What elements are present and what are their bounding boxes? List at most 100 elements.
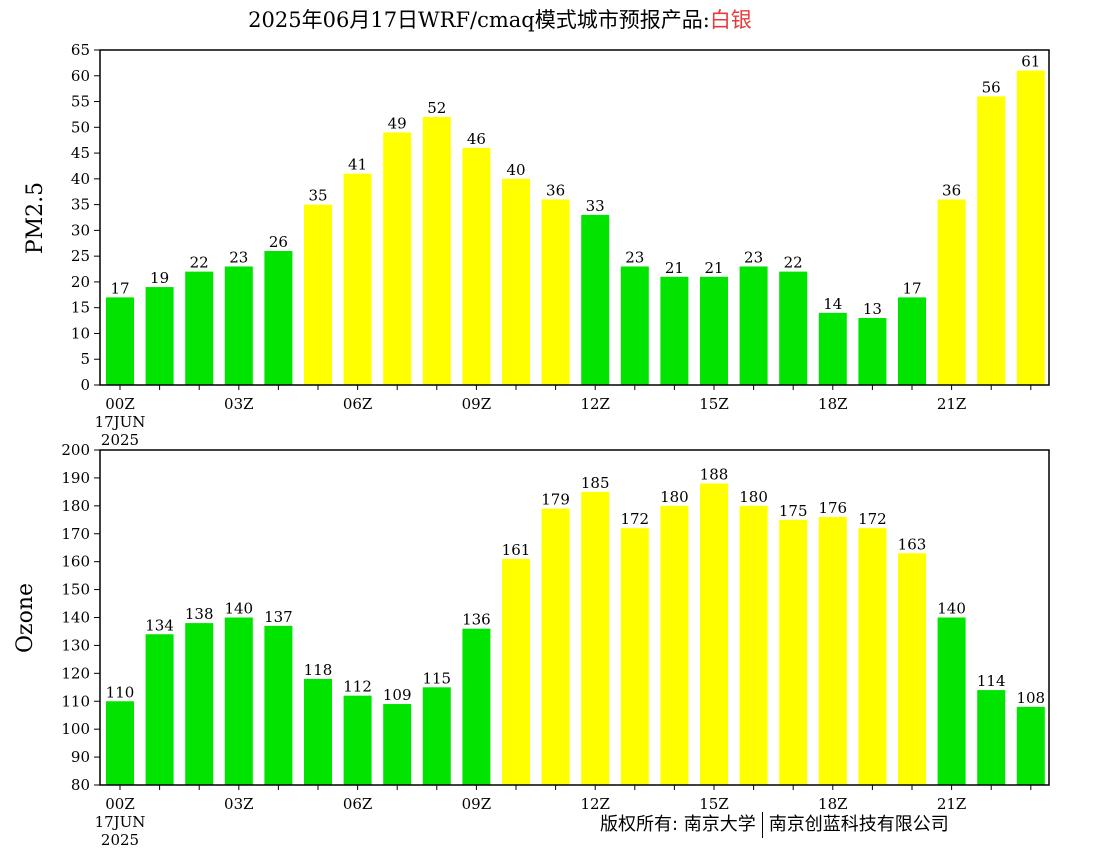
x-tick-label: 21Z: [937, 395, 967, 413]
bar-value-label: 13: [863, 300, 882, 318]
x-tick-label: 00Z: [105, 795, 135, 813]
y-tick-label: 10: [71, 324, 90, 342]
bar-value-label: 115: [422, 669, 451, 687]
bar-value-label: 175: [779, 502, 808, 520]
bar: [937, 617, 966, 785]
x-tick-label: 15Z: [699, 795, 729, 813]
x-date-label: 17JUN: [95, 813, 146, 831]
bar: [185, 271, 214, 385]
bar: [858, 318, 887, 385]
x-year-label: 2025: [101, 431, 139, 449]
bar: [462, 147, 491, 385]
x-tick-label: 06Z: [343, 395, 373, 413]
bar-value-label: 140: [937, 600, 966, 618]
bar: [898, 297, 926, 385]
bar: [660, 505, 689, 785]
bar: [264, 625, 293, 785]
bar-value-label: 23: [744, 248, 763, 266]
bar: [224, 617, 253, 785]
bar-value-label: 17: [110, 279, 129, 297]
x-tick-label: 00Z: [105, 395, 135, 413]
x-tick-label: 15Z: [699, 395, 729, 413]
bar: [898, 553, 926, 785]
y-tick-label: 0: [80, 376, 90, 394]
y-tick-label: 90: [71, 748, 90, 766]
x-tick-label: 18Z: [818, 795, 848, 813]
y-tick-label: 110: [61, 692, 90, 710]
bar-value-label: 23: [229, 248, 248, 266]
bar: [581, 491, 610, 785]
bar-value-label: 176: [818, 499, 847, 517]
bar: [541, 508, 570, 785]
bar-value-label: 26: [269, 233, 288, 251]
y-tick-label: 35: [71, 196, 90, 214]
bar: [818, 517, 847, 785]
y-tick-label: 30: [71, 221, 90, 239]
copyright-separator: [761, 812, 763, 838]
bar: [739, 266, 768, 385]
bar: [779, 271, 808, 385]
bar: [343, 173, 372, 385]
bar: [145, 634, 174, 785]
bar-value-label: 161: [502, 541, 531, 559]
x-tick-label: 03Z: [224, 395, 254, 413]
bar: [502, 558, 530, 785]
bar-value-label: 21: [665, 259, 684, 277]
y-tick-label: 20: [71, 273, 90, 291]
y-axis-label: PM2.5: [23, 182, 48, 254]
x-date-label: 17JUN: [95, 413, 146, 431]
copyright-right: 南京创蓝科技有限公司: [768, 814, 949, 835]
bar-value-label: 40: [506, 161, 525, 179]
x-tick-label: 09Z: [462, 795, 492, 813]
y-tick-label: 25: [71, 247, 90, 265]
y-tick-label: 130: [61, 636, 90, 654]
bar-value-label: 52: [427, 99, 446, 117]
bar: [422, 117, 451, 385]
bar-value-label: 23: [625, 248, 644, 266]
bar: [383, 132, 412, 385]
bar-value-label: 114: [977, 672, 1006, 690]
bar: [818, 312, 847, 385]
bar: [185, 623, 214, 785]
bar-value-label: 180: [660, 488, 689, 506]
y-tick-label: 15: [71, 299, 90, 317]
bar-value-label: 118: [304, 661, 333, 679]
y-tick-label: 5: [80, 350, 90, 368]
bar-value-label: 108: [1016, 689, 1045, 707]
y-tick-label: 80: [71, 776, 90, 794]
y-tick-label: 170: [61, 525, 90, 543]
bar: [541, 199, 570, 385]
x-year-label: 2025: [101, 831, 139, 849]
bar: [977, 96, 1006, 385]
bar: [1016, 70, 1045, 385]
bar: [502, 178, 530, 385]
x-tick-label: 09Z: [462, 395, 492, 413]
bar: [304, 678, 332, 785]
bar-value-label: 185: [581, 474, 610, 492]
bar-value-label: 134: [145, 616, 174, 634]
copyright-note: 版权所有: 南京大学 南京创蓝科技有限公司: [600, 810, 949, 838]
bar: [660, 276, 689, 385]
y-tick-label: 55: [71, 93, 90, 111]
y-tick-label: 50: [71, 118, 90, 136]
bar-value-label: 180: [739, 488, 768, 506]
bar: [106, 701, 134, 785]
bar-value-label: 49: [388, 114, 407, 132]
chart-title: 2025年06月17日WRF/cmaq模式城市预报产品:白银: [0, 4, 1000, 34]
bar: [620, 266, 649, 385]
bar-value-label: 35: [308, 187, 327, 205]
bar: [977, 690, 1006, 785]
plot-frame: [99, 49, 1050, 386]
bar-value-label: 188: [700, 466, 729, 484]
bar: [937, 199, 966, 385]
y-tick-label: 140: [61, 609, 90, 627]
bar-value-label: 17: [902, 279, 921, 297]
bar-value-label: 22: [190, 254, 209, 272]
y-axis-label: Ozone: [13, 583, 38, 653]
bar: [858, 528, 887, 785]
y-tick-label: 60: [71, 67, 90, 85]
bar: [700, 276, 728, 385]
x-tick-label: 03Z: [224, 795, 254, 813]
bar-value-label: 14: [823, 295, 842, 313]
